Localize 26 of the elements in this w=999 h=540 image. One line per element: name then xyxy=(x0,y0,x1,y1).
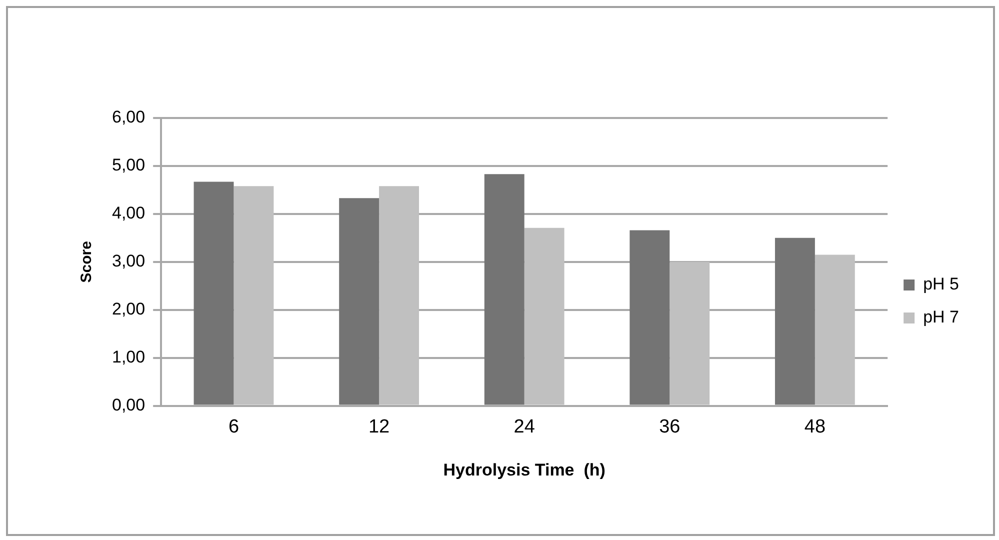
bar xyxy=(670,262,710,405)
bar xyxy=(814,254,855,405)
bar xyxy=(379,186,419,405)
y-tick-label: 1,00 xyxy=(112,348,146,367)
x-tick-label: 48 xyxy=(804,416,826,438)
y-tick-label: 2,00 xyxy=(112,300,146,319)
x-tick-label: 36 xyxy=(659,416,680,438)
y-tick-label: 0,00 xyxy=(112,395,146,414)
legend-label: pH 7 xyxy=(923,308,960,327)
bar xyxy=(524,228,564,405)
bar xyxy=(484,174,524,405)
legend-label: pH 5 xyxy=(923,274,960,294)
x-tick-label: 24 xyxy=(514,416,536,438)
bar xyxy=(339,198,380,405)
y-tick-label: 6,00 xyxy=(112,108,146,127)
y-tick-label: 5,00 xyxy=(112,156,146,175)
x-axis-title: Hydrolysis Time (h) xyxy=(443,460,606,480)
bar xyxy=(234,186,274,405)
bar xyxy=(774,238,815,405)
x-tick-label: 6 xyxy=(228,416,240,438)
y-tick-label: 3,00 xyxy=(112,252,146,271)
y-tick-label: 4,00 xyxy=(112,204,146,223)
y-axis-title: Score xyxy=(78,241,96,283)
x-tick-label: 12 xyxy=(368,416,390,438)
bar xyxy=(194,182,234,405)
bar xyxy=(630,230,670,405)
